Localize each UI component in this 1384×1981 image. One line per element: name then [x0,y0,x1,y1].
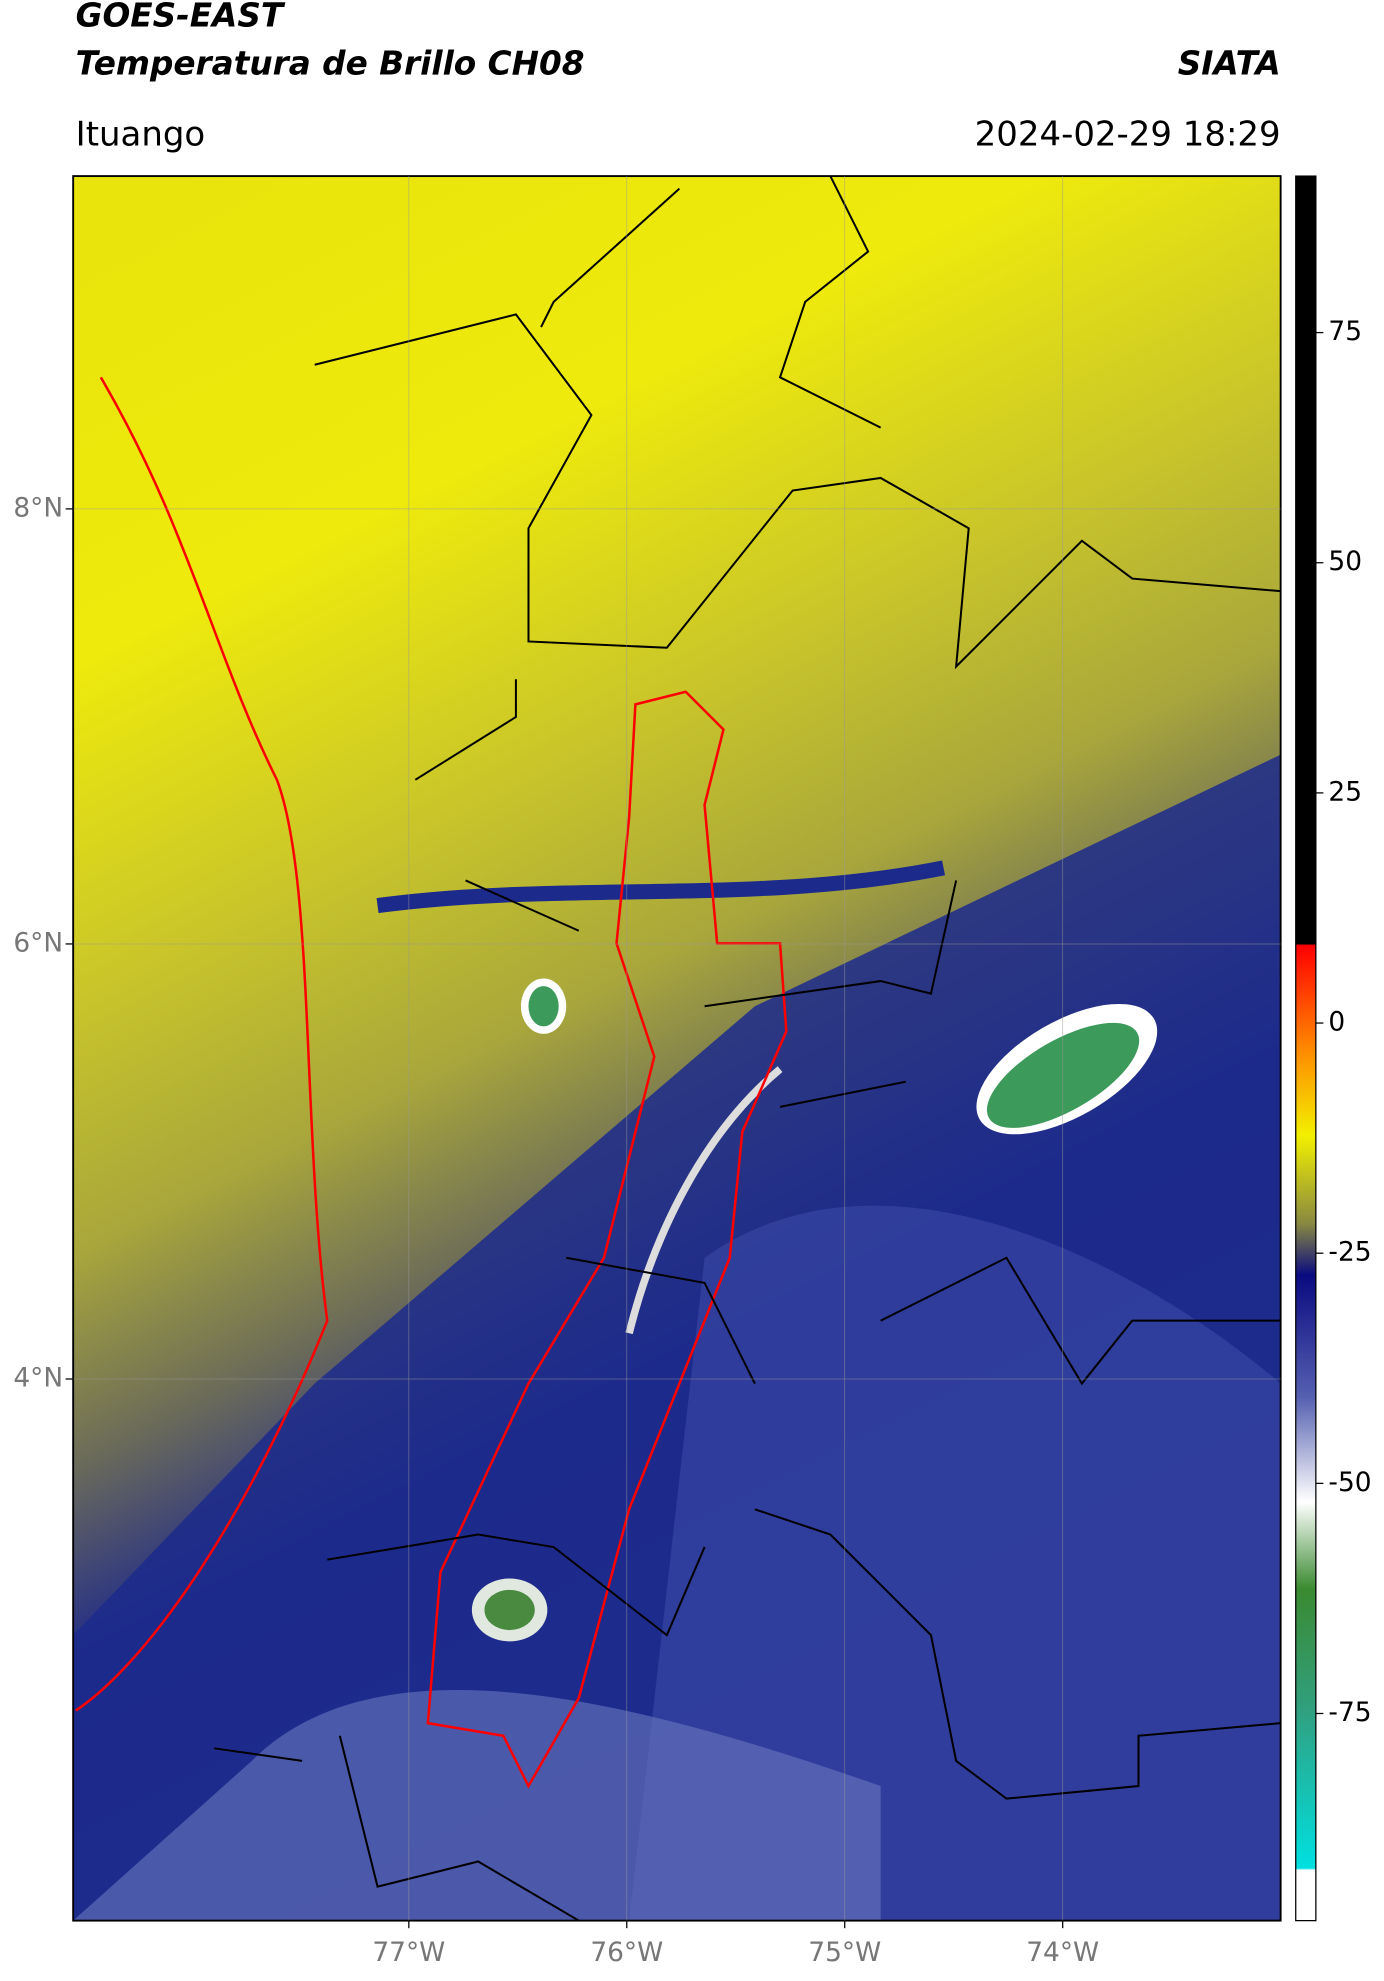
region: Ituango [76,114,206,154]
colorbar [1295,175,1317,1922]
colorbar-tick-label: 75 [1328,316,1362,347]
colorbar-tick-label: 0 [1328,1007,1345,1038]
y-tick-label: 6°N [13,927,63,958]
y-tick-label: 8°N [13,492,63,523]
y-tick-label: 4°N [13,1362,63,1393]
colorbar-tick-label: 50 [1328,546,1362,577]
colorbar-tick-label: 25 [1328,776,1362,807]
x-tick-label: 74°W [1026,1937,1099,1968]
title-line2: Temperatura de Brillo CH08 [76,44,585,82]
map-frame [72,175,1282,1922]
colorbar-tick-label: -75 [1328,1697,1371,1728]
x-tick-label: 77°W [372,1937,445,1968]
datetime: 2024-02-29 18:29 [975,114,1281,154]
colorbar-tick-label: -50 [1328,1467,1371,1498]
colorbar-tick-label: -25 [1328,1237,1371,1268]
x-tick-label: 75°W [808,1937,881,1968]
source: SIATA [1178,44,1281,82]
title-line1: GOES-EAST [76,0,286,35]
x-tick-label: 76°W [590,1937,663,1968]
map-image [73,176,1281,1921]
